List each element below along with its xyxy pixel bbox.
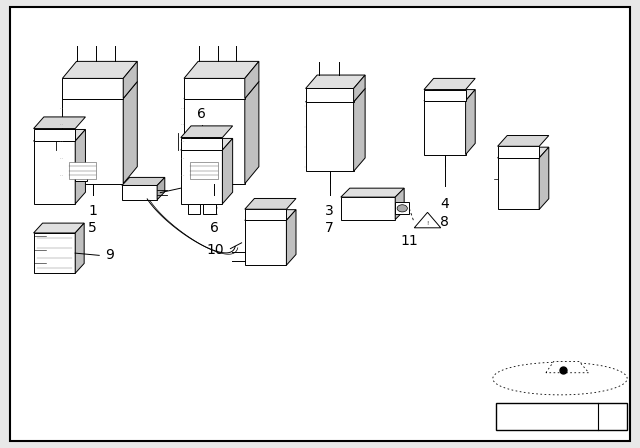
Bar <box>395 202 410 214</box>
Polygon shape <box>354 75 365 102</box>
Bar <box>306 89 354 102</box>
Bar <box>244 209 287 220</box>
Polygon shape <box>354 89 365 172</box>
Bar <box>184 78 245 99</box>
Text: 6: 6 <box>210 221 219 236</box>
Bar <box>188 204 200 214</box>
Polygon shape <box>395 188 404 220</box>
Text: 1: 1 <box>88 203 97 218</box>
Polygon shape <box>122 177 165 185</box>
Polygon shape <box>414 212 441 228</box>
Polygon shape <box>180 126 233 138</box>
Polygon shape <box>498 147 549 158</box>
Polygon shape <box>306 75 365 89</box>
Polygon shape <box>123 82 138 184</box>
Polygon shape <box>34 129 86 141</box>
Text: 11: 11 <box>401 233 419 248</box>
Bar <box>180 150 223 204</box>
Text: !: ! <box>426 221 429 226</box>
Text: 10: 10 <box>206 242 224 257</box>
Polygon shape <box>157 177 165 200</box>
Bar <box>340 197 395 220</box>
Polygon shape <box>180 138 233 150</box>
Polygon shape <box>498 135 549 146</box>
Bar <box>498 158 540 210</box>
Text: 3: 3 <box>325 203 334 218</box>
Polygon shape <box>244 198 296 209</box>
Polygon shape <box>76 223 84 273</box>
Bar <box>184 99 245 184</box>
Polygon shape <box>62 82 138 99</box>
Bar <box>203 204 216 214</box>
Text: 9: 9 <box>106 248 115 263</box>
Polygon shape <box>244 210 296 220</box>
Polygon shape <box>223 138 233 204</box>
Polygon shape <box>76 129 86 204</box>
Bar <box>34 129 76 141</box>
Bar <box>34 233 76 273</box>
Text: 00 00 00 00: 00 00 00 00 <box>501 414 548 420</box>
Circle shape <box>397 205 407 212</box>
Polygon shape <box>62 61 138 78</box>
Bar <box>68 162 96 179</box>
Text: 6: 6 <box>197 107 206 121</box>
Bar <box>306 102 354 172</box>
Text: 2: 2 <box>210 203 219 218</box>
Polygon shape <box>306 89 365 102</box>
Bar <box>76 164 87 181</box>
Bar <box>244 220 287 265</box>
Bar <box>180 138 223 150</box>
Polygon shape <box>466 90 475 155</box>
Bar <box>496 403 627 430</box>
Text: 4: 4 <box>440 197 449 211</box>
Text: 8: 8 <box>440 215 449 229</box>
Polygon shape <box>184 61 259 78</box>
Polygon shape <box>424 78 476 90</box>
Bar <box>424 90 466 101</box>
Bar <box>34 141 76 204</box>
Text: 7: 7 <box>325 221 334 236</box>
Polygon shape <box>184 82 259 99</box>
Polygon shape <box>424 90 475 101</box>
Polygon shape <box>546 362 589 373</box>
Text: ∧: ∧ <box>609 412 616 422</box>
Text: 5: 5 <box>88 221 97 236</box>
Bar <box>122 185 157 200</box>
Polygon shape <box>287 210 296 265</box>
Polygon shape <box>245 61 259 99</box>
Bar <box>62 99 123 184</box>
Polygon shape <box>340 188 404 197</box>
Bar <box>498 146 540 158</box>
Polygon shape <box>123 61 138 99</box>
Bar <box>191 162 218 179</box>
Polygon shape <box>34 117 86 129</box>
Polygon shape <box>245 82 259 184</box>
Bar <box>424 101 466 155</box>
Polygon shape <box>540 147 549 210</box>
Polygon shape <box>34 223 84 233</box>
Bar <box>62 78 123 99</box>
